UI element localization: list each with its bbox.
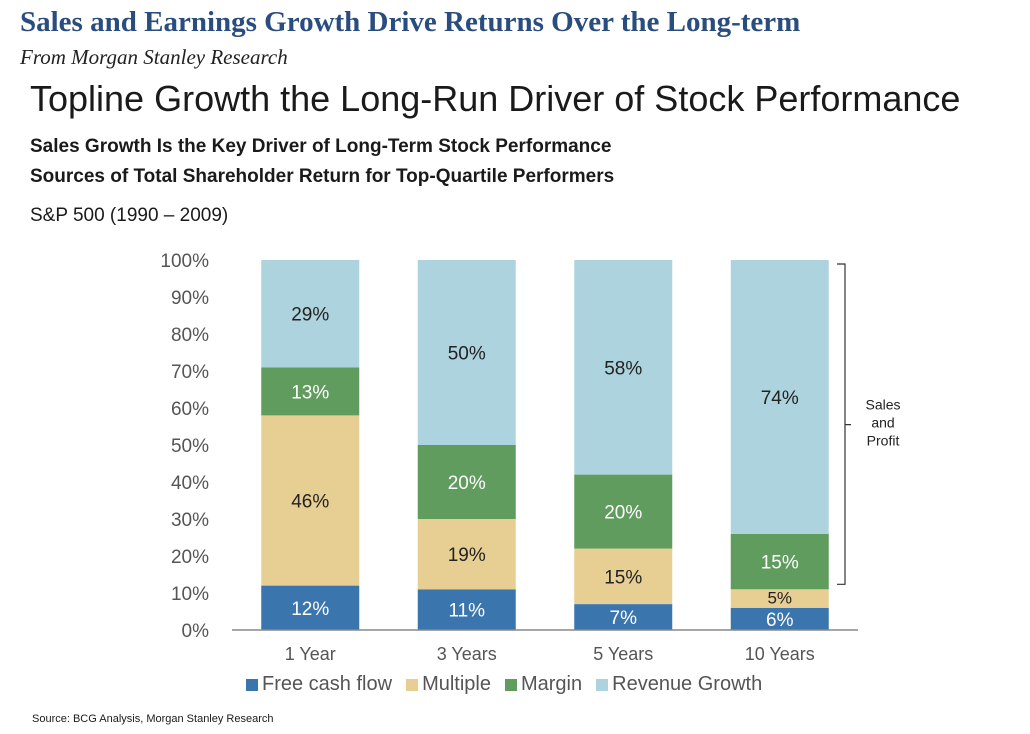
data-label: 13% xyxy=(291,382,329,403)
bar-segment xyxy=(574,548,673,605)
bracket-label: and xyxy=(871,415,894,431)
legend-item: Multiple xyxy=(406,673,491,696)
legend-label: Multiple xyxy=(422,673,491,695)
header-title: Sales and Earnings Growth Drive Returns … xyxy=(20,6,801,38)
legend-item: Revenue Growth xyxy=(596,673,762,696)
data-label: 5% xyxy=(767,589,792,608)
legend-item: Margin xyxy=(504,673,583,696)
legend-swatch xyxy=(246,678,258,691)
chart-subtitle-2: Sources of Total Shareholder Return for … xyxy=(30,166,615,187)
data-label: 19% xyxy=(448,545,486,566)
bar-segment xyxy=(730,607,829,630)
data-label: 20% xyxy=(448,473,486,494)
bar-segment xyxy=(261,260,360,368)
data-label: 74% xyxy=(761,388,799,409)
data-label: 46% xyxy=(291,492,329,513)
x-tick-label: 5 Years xyxy=(593,644,653,664)
index-label: S&P 500 (1990 – 2009) xyxy=(30,205,229,226)
legend-swatch xyxy=(596,678,609,691)
bar-segment xyxy=(261,367,360,416)
y-tick-label: 10% xyxy=(171,584,209,605)
data-label: 58% xyxy=(604,358,642,379)
data-label: 50% xyxy=(448,344,486,365)
y-tick-label: 50% xyxy=(171,436,209,457)
legend-label: Free cash flow xyxy=(262,673,393,695)
data-label: 12% xyxy=(291,599,329,620)
legend-label: Margin xyxy=(520,673,583,695)
y-tick-label: 60% xyxy=(171,399,209,420)
header-subtitle: From Morgan Stanley Research xyxy=(20,45,288,69)
legend-swatch xyxy=(504,678,517,691)
bar-segment xyxy=(730,260,829,534)
data-label: 6% xyxy=(766,610,794,631)
bracket xyxy=(837,263,851,585)
chart-legend: Free cash flow Multiple Margin Revenue Grow… xyxy=(246,673,776,696)
y-tick-label: 80% xyxy=(171,325,209,346)
data-label: 29% xyxy=(291,305,329,326)
bar-segment xyxy=(417,519,516,590)
x-tick-label: 1 Year xyxy=(285,644,336,664)
bar-segment xyxy=(417,260,516,445)
y-tick-label: 30% xyxy=(171,510,209,531)
legend-item: Free cash flow xyxy=(246,673,392,696)
bar-segment xyxy=(261,585,360,630)
data-label: 7% xyxy=(610,608,638,629)
source-note: Source: BCG Analysis, Morgan Stanley Res… xyxy=(32,713,274,725)
data-label: 11% xyxy=(448,601,485,622)
y-tick-label: 100% xyxy=(160,251,209,272)
bar-segment xyxy=(417,445,516,519)
data-label: 15% xyxy=(761,553,799,574)
legend-swatch xyxy=(406,678,419,691)
y-tick-label: 70% xyxy=(171,362,209,383)
chart-subtitle-1: Sales Growth Is the Key Driver of Long-T… xyxy=(30,136,612,157)
y-tick-label: 0% xyxy=(182,621,210,642)
x-tick-label: 3 Years xyxy=(437,644,497,664)
chart-title: Topline Growth the Long-Run Driver of St… xyxy=(30,78,961,119)
bar-segment xyxy=(574,604,673,630)
y-tick-label: 90% xyxy=(171,288,209,309)
y-tick-label: 40% xyxy=(171,473,209,494)
data-label: 15% xyxy=(604,567,642,588)
bracket-label: Sales xyxy=(865,397,900,413)
bar-segment xyxy=(417,589,516,630)
y-tick-label: 20% xyxy=(171,547,209,568)
legend-label: Revenue Growth xyxy=(612,673,763,695)
bar-segment xyxy=(261,415,360,586)
bar-segment xyxy=(730,533,829,590)
data-label: 20% xyxy=(604,503,642,524)
bar-segment xyxy=(574,260,673,475)
bracket-label: Profit xyxy=(867,433,900,449)
bar-segment xyxy=(574,474,673,549)
x-tick-label: 10 Years xyxy=(745,644,815,664)
bar-segment xyxy=(730,589,829,608)
